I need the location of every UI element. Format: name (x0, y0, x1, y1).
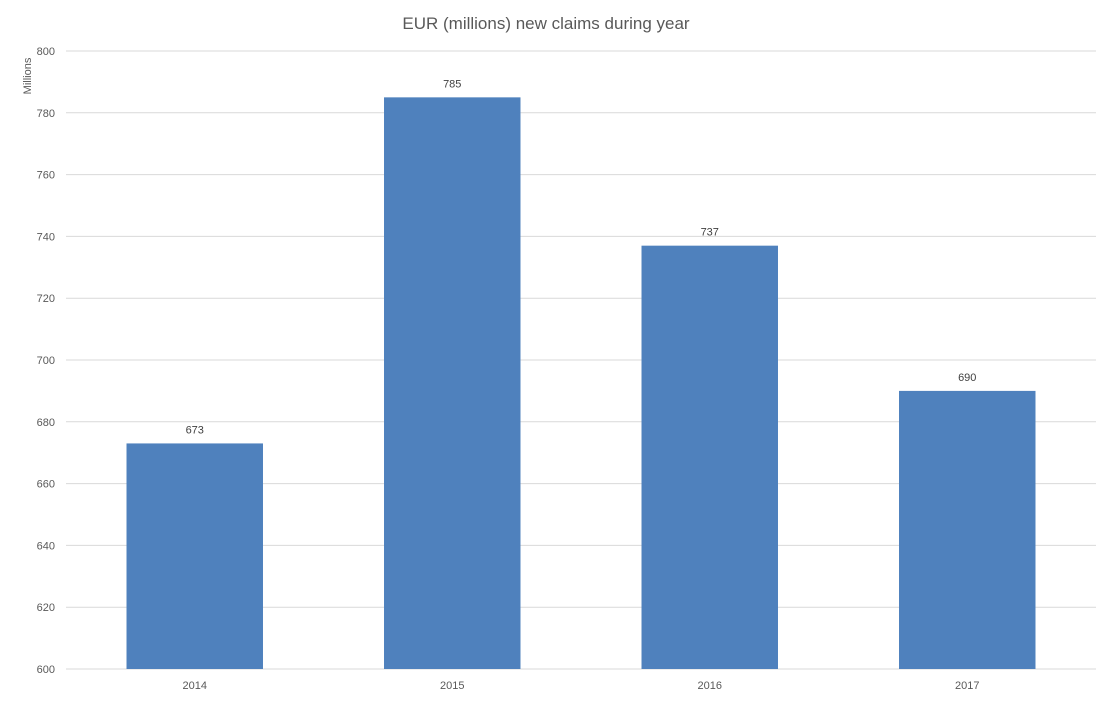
y-tick-label: 680 (37, 417, 55, 429)
data-label-2017: 690 (958, 372, 976, 384)
y-tick-label: 640 (37, 540, 55, 552)
x-tick-label: 2016 (698, 680, 722, 692)
y-tick-label: 700 (37, 355, 55, 367)
y-tick-label: 620 (37, 602, 55, 614)
bars (126, 97, 1036, 670)
x-axis-ticks: 2014 2015 2016 2017 (183, 680, 980, 692)
data-labels: 673 785 737 690 (186, 78, 977, 436)
y-tick-label: 740 (37, 231, 55, 243)
bar-2014 (126, 443, 263, 669)
y-axis-title: Millions (22, 57, 34, 94)
data-label-2015: 785 (443, 78, 461, 90)
bar-2015 (384, 97, 521, 670)
x-tick-label: 2014 (183, 680, 207, 692)
y-tick-label: 760 (37, 170, 55, 182)
x-tick-label: 2017 (955, 680, 979, 692)
data-label-2016: 737 (701, 227, 719, 239)
y-tick-label: 800 (37, 46, 55, 58)
y-tick-label: 720 (37, 293, 55, 305)
x-tick-label: 2015 (440, 680, 464, 692)
bar-2016 (641, 245, 778, 670)
y-tick-label: 660 (37, 479, 55, 491)
bar-2017 (899, 390, 1036, 669)
y-axis-ticks: 600 620 640 660 680 700 720 740 760 780 800 (37, 46, 55, 676)
y-tick-label: 780 (37, 108, 55, 120)
data-label-2014: 673 (186, 424, 204, 436)
y-tick-label: 600 (37, 664, 55, 676)
chart-title: EUR (millions) new claims during year (402, 14, 690, 33)
